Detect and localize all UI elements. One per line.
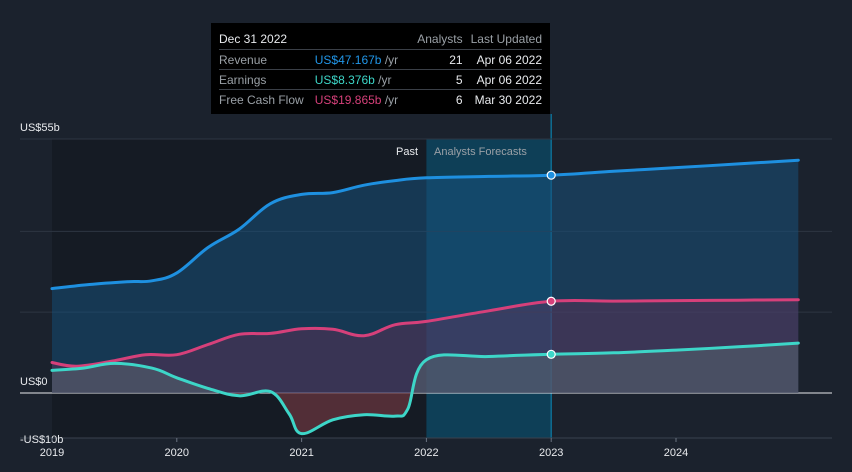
- tooltip-row-value: US$8.376b: [314, 72, 375, 87]
- series-area-earnings: [52, 343, 799, 434]
- tooltip-row-updated: Apr 06 2022: [470, 49, 542, 70]
- series-marker-earnings: [546, 349, 556, 359]
- tooltip-row-unit: /yr: [374, 72, 392, 87]
- tooltip-row-value: US$19.865b: [314, 92, 382, 107]
- tooltip-row-updated: Mar 30 2022: [474, 92, 542, 107]
- tooltip-col-updated: Last Updated: [470, 29, 542, 50]
- tooltip-row-updated: Apr 06 2022: [470, 69, 542, 90]
- series-line-earnings: [50, 341, 800, 436]
- tooltip-col-analysts: Analysts: [413, 29, 471, 50]
- x-tick-label: 2020: [165, 447, 189, 459]
- tooltip-row-value: US$47.167b: [314, 52, 382, 67]
- tooltip-table: Dec 31 2022 Analysts Last Updated Revenu…: [219, 29, 542, 109]
- tooltip-row-unit: /yr: [381, 92, 399, 107]
- y-tick-label: US$55b: [20, 122, 60, 134]
- series-lines: [50, 158, 800, 436]
- tooltip-row-label: Revenue: [219, 49, 315, 70]
- series-line-revenue: [50, 158, 800, 291]
- x-tick-label: 2024: [664, 447, 688, 459]
- tooltip-row-analysts: 21: [413, 49, 471, 70]
- tooltip-row-label: Earnings: [219, 69, 315, 90]
- x-tick-label: 2023: [539, 447, 563, 459]
- tooltip-date: Dec 31 2022: [219, 29, 414, 50]
- region-labels: Past Analysts Forecasts: [396, 146, 527, 158]
- tooltip-row-label: Free Cash Flow: [219, 92, 304, 107]
- series-marker-revenue: [546, 170, 556, 180]
- data-tooltip: Dec 31 2022 Analysts Last Updated Revenu…: [211, 23, 550, 114]
- x-tick-label: 2022: [414, 447, 438, 459]
- series-markers: [546, 170, 556, 359]
- series-marker-free-cash-flow: [546, 296, 556, 306]
- x-tick-label: 2021: [289, 447, 313, 459]
- series-area-free-cash-flow: [52, 299, 799, 393]
- forecast-label: Analysts Forecasts: [434, 146, 527, 158]
- y-tick-label: -US$10b: [20, 434, 63, 446]
- y-tick-label: US$0: [20, 376, 48, 388]
- x-tick-label: 2019: [40, 447, 64, 459]
- past-label: Past: [396, 146, 418, 158]
- tooltip-row-fcf: Free Cash Flow US$19.865b /yr 6 Mar 30 2…: [219, 90, 542, 110]
- tooltip-row-earnings: Earnings US$8.376b /yr 5 Apr 06 2022: [219, 69, 542, 90]
- tooltip-row-analysts: 6: [455, 92, 463, 107]
- tooltip-row-revenue: Revenue US$47.167b /yr 21 Apr 06 2022: [219, 49, 542, 70]
- series-line-free-cash-flow: [50, 298, 800, 368]
- tooltip-row-analysts: 5: [413, 69, 471, 90]
- tooltip-row-unit: /yr: [381, 52, 399, 67]
